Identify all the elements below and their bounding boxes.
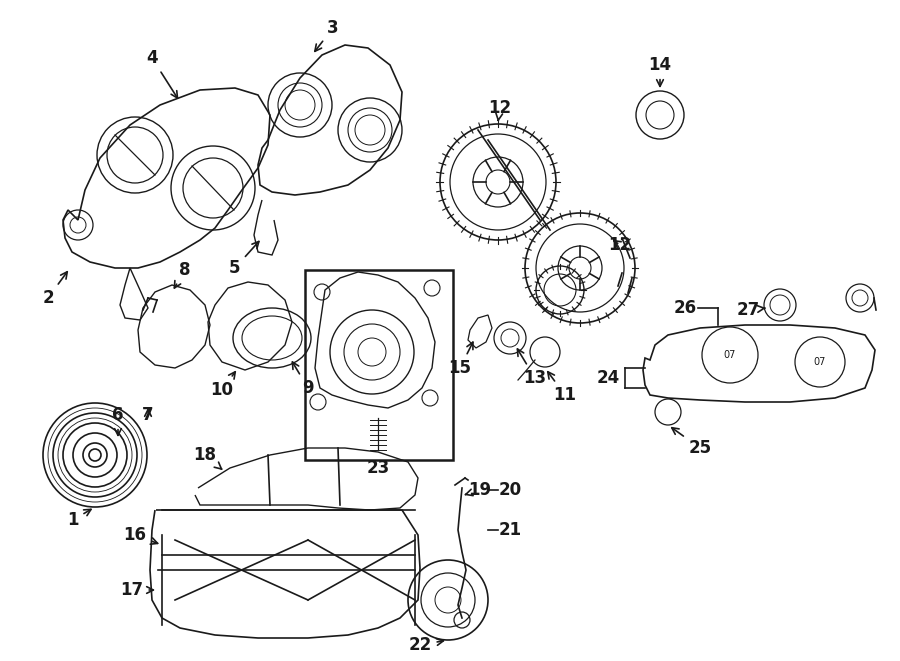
Text: 17: 17 [121, 581, 153, 599]
Text: 7: 7 [142, 406, 154, 424]
Text: 25: 25 [671, 428, 712, 457]
Text: 12: 12 [608, 236, 632, 254]
Text: 07: 07 [724, 350, 736, 360]
Bar [305, 270, 453, 460]
Text: 15: 15 [448, 342, 472, 377]
Text: 18: 18 [194, 446, 221, 469]
Text: 5: 5 [230, 241, 259, 277]
Text: 1: 1 [68, 510, 91, 529]
Text: 3: 3 [315, 19, 338, 52]
Text: 23: 23 [366, 459, 390, 477]
Text: 9: 9 [292, 362, 314, 397]
Text: 19: 19 [465, 481, 491, 499]
Text: 14: 14 [648, 56, 671, 87]
Text: 10: 10 [211, 371, 235, 399]
Text: 2: 2 [42, 272, 68, 307]
Text: 24: 24 [597, 369, 619, 387]
Text: 4: 4 [146, 49, 177, 98]
Text: 12: 12 [489, 99, 511, 120]
Text: 13: 13 [518, 349, 546, 387]
Text: 27: 27 [736, 301, 765, 319]
Text: 07: 07 [814, 357, 826, 367]
Text: 6: 6 [112, 406, 124, 436]
Text: 16: 16 [123, 526, 158, 544]
Text: 20: 20 [499, 481, 522, 499]
Text: 11: 11 [548, 371, 577, 404]
Text: 26: 26 [673, 299, 697, 317]
Text: 22: 22 [409, 636, 444, 654]
Text: 8: 8 [175, 261, 191, 288]
Text: 21: 21 [499, 521, 522, 539]
